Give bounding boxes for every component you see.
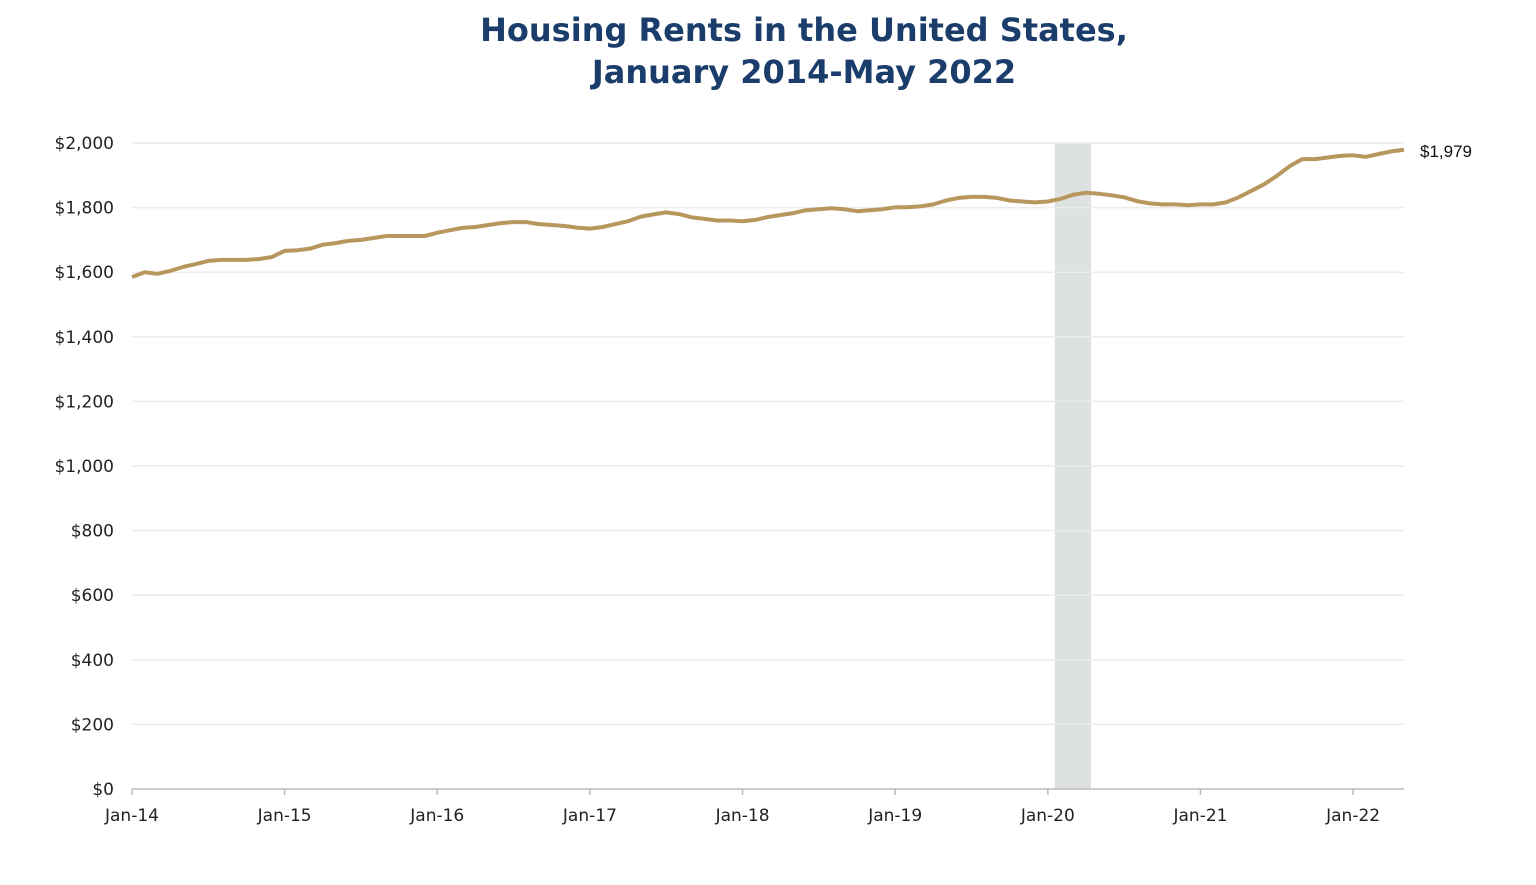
chart-title: Housing Rents in the United States, [480,11,1128,49]
y-tick-label: $1,000 [55,457,114,477]
x-tick-label: Jan-14 [104,806,159,826]
x-tick-label: Jan-19 [867,806,922,826]
y-tick-label: $1,200 [55,392,114,412]
rent-series-line [131,147,1405,279]
y-tick-label: $1,800 [55,199,114,219]
y-tick-label: $600 [71,586,114,606]
series-layer [131,147,1405,279]
gridlines [132,142,1404,726]
y-tick-label: $2,000 [55,134,114,154]
y-tick-label: $1,400 [55,328,114,348]
x-tick-label: Jan-17 [562,806,617,826]
y-tick-label: $400 [71,651,114,671]
end-value-label: $1,979 [1420,142,1472,161]
x-tick-label: Jan-22 [1325,806,1380,826]
x-tick-label: Jan-20 [1020,806,1075,826]
x-tick-label: Jan-21 [1172,806,1227,826]
y-tick-label: $1,600 [55,263,114,283]
x-tick-label: Jan-18 [715,806,770,826]
y-tick-label: $200 [71,715,114,735]
x-tick-label: Jan-16 [409,806,464,826]
y-tick-label: $0 [92,780,114,800]
chart-subtitle: January 2014-May 2022 [590,53,1016,91]
y-axis: $0 $200 $400 $600 $800 $1,000 $1,200 $1,400 $1,6… [55,134,114,800]
x-axis: Jan-14 Jan-15 Jan-16 Jan-17 Jan-18 Jan-19 Jan-… [104,788,1404,826]
x-tick-label: Jan-15 [257,806,312,826]
y-tick-label: $800 [71,522,114,542]
